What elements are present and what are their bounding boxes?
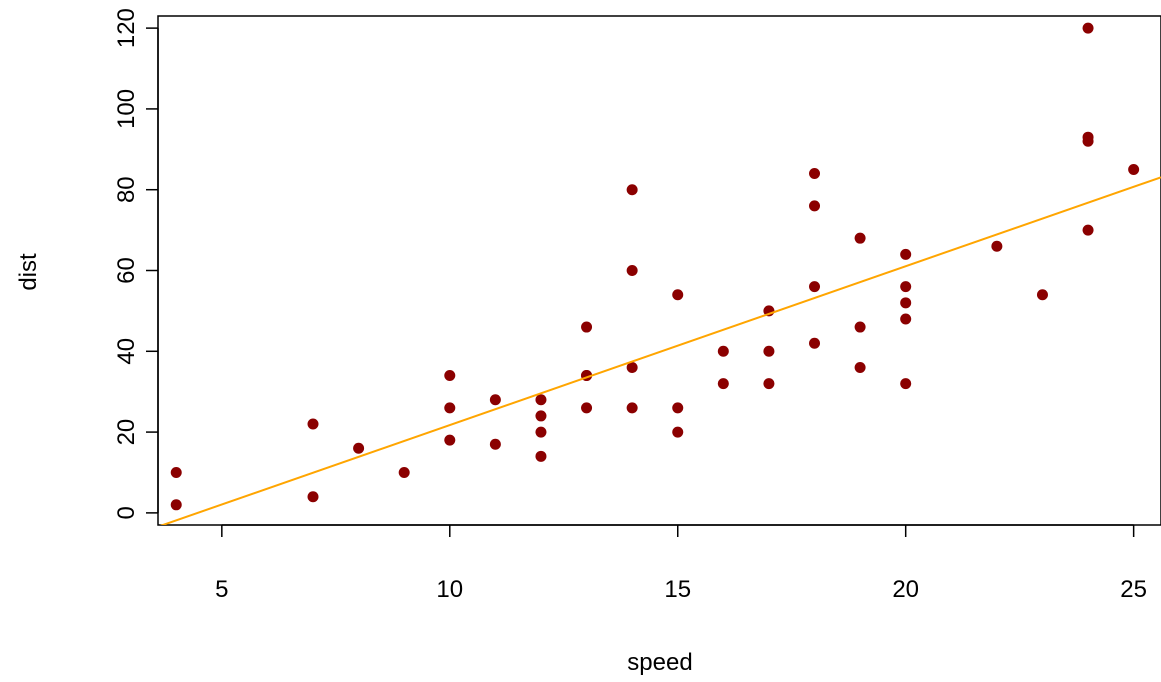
data-point	[1082, 224, 1094, 236]
data-points	[170, 22, 1140, 511]
data-point	[444, 370, 456, 382]
data-point	[581, 321, 593, 333]
data-point	[444, 434, 456, 446]
data-point	[854, 232, 866, 244]
data-point	[398, 466, 410, 478]
data-point	[809, 200, 821, 212]
data-point	[854, 321, 866, 333]
y-tick-label: 120	[113, 8, 140, 48]
data-point	[1082, 22, 1094, 34]
data-point	[307, 418, 319, 430]
data-point	[854, 361, 866, 373]
data-point	[763, 378, 775, 390]
data-point	[1128, 164, 1140, 176]
data-point	[1082, 131, 1094, 143]
data-point	[717, 378, 729, 390]
regression-line	[159, 176, 1161, 525]
data-point	[809, 337, 821, 349]
data-point	[900, 378, 912, 390]
x-axis: 5 10 15 20 25	[215, 524, 1147, 603]
x-tick-label: 10	[436, 576, 463, 603]
data-point	[535, 426, 547, 438]
data-point	[672, 402, 684, 414]
y-axis-title: dist	[15, 253, 42, 291]
data-point	[900, 281, 912, 293]
data-point	[535, 394, 547, 406]
data-point	[626, 402, 638, 414]
y-axis: 0 20 40 60 80 100 120	[113, 8, 159, 520]
y-tick-label: 20	[113, 419, 140, 446]
data-point	[626, 361, 638, 373]
y-tick-label: 100	[113, 89, 140, 129]
x-tick-label: 20	[892, 576, 919, 603]
data-point	[900, 248, 912, 260]
data-point	[353, 442, 365, 454]
y-tick-label: 40	[113, 338, 140, 365]
data-point	[535, 450, 547, 462]
data-point	[307, 491, 319, 503]
data-point	[991, 240, 1003, 252]
data-point	[809, 168, 821, 180]
data-point	[626, 184, 638, 196]
regression-line-group	[159, 176, 1161, 525]
data-point	[170, 499, 182, 511]
data-point	[170, 466, 182, 478]
data-point	[581, 402, 593, 414]
y-tick-label: 80	[113, 176, 140, 203]
data-point	[900, 297, 912, 309]
x-tick-label: 25	[1120, 576, 1147, 603]
y-tick-label: 60	[113, 257, 140, 284]
data-point	[809, 281, 821, 293]
data-point	[672, 426, 684, 438]
x-tick-label: 15	[664, 576, 691, 603]
data-point	[717, 345, 729, 357]
x-tick-label: 5	[215, 576, 228, 603]
data-point	[763, 345, 775, 357]
data-point	[489, 394, 501, 406]
data-point	[900, 313, 912, 325]
y-tick-label: 0	[113, 506, 140, 519]
data-point	[1036, 289, 1048, 301]
data-point	[535, 410, 547, 422]
data-point	[672, 289, 684, 301]
x-axis-title: speed	[627, 649, 692, 676]
data-point	[626, 265, 638, 276]
plot-box	[157, 15, 1161, 526]
data-point	[489, 438, 501, 450]
data-point	[444, 402, 456, 414]
